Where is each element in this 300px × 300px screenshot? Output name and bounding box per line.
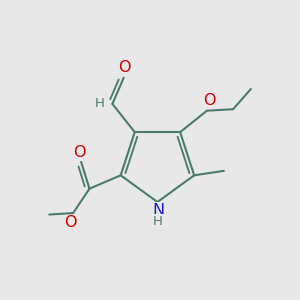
- Text: O: O: [73, 145, 86, 160]
- Text: O: O: [64, 215, 76, 230]
- Text: N: N: [152, 203, 164, 218]
- Text: O: O: [118, 60, 130, 75]
- Text: H: H: [153, 215, 163, 228]
- Text: H: H: [94, 97, 104, 110]
- Text: O: O: [204, 93, 216, 108]
